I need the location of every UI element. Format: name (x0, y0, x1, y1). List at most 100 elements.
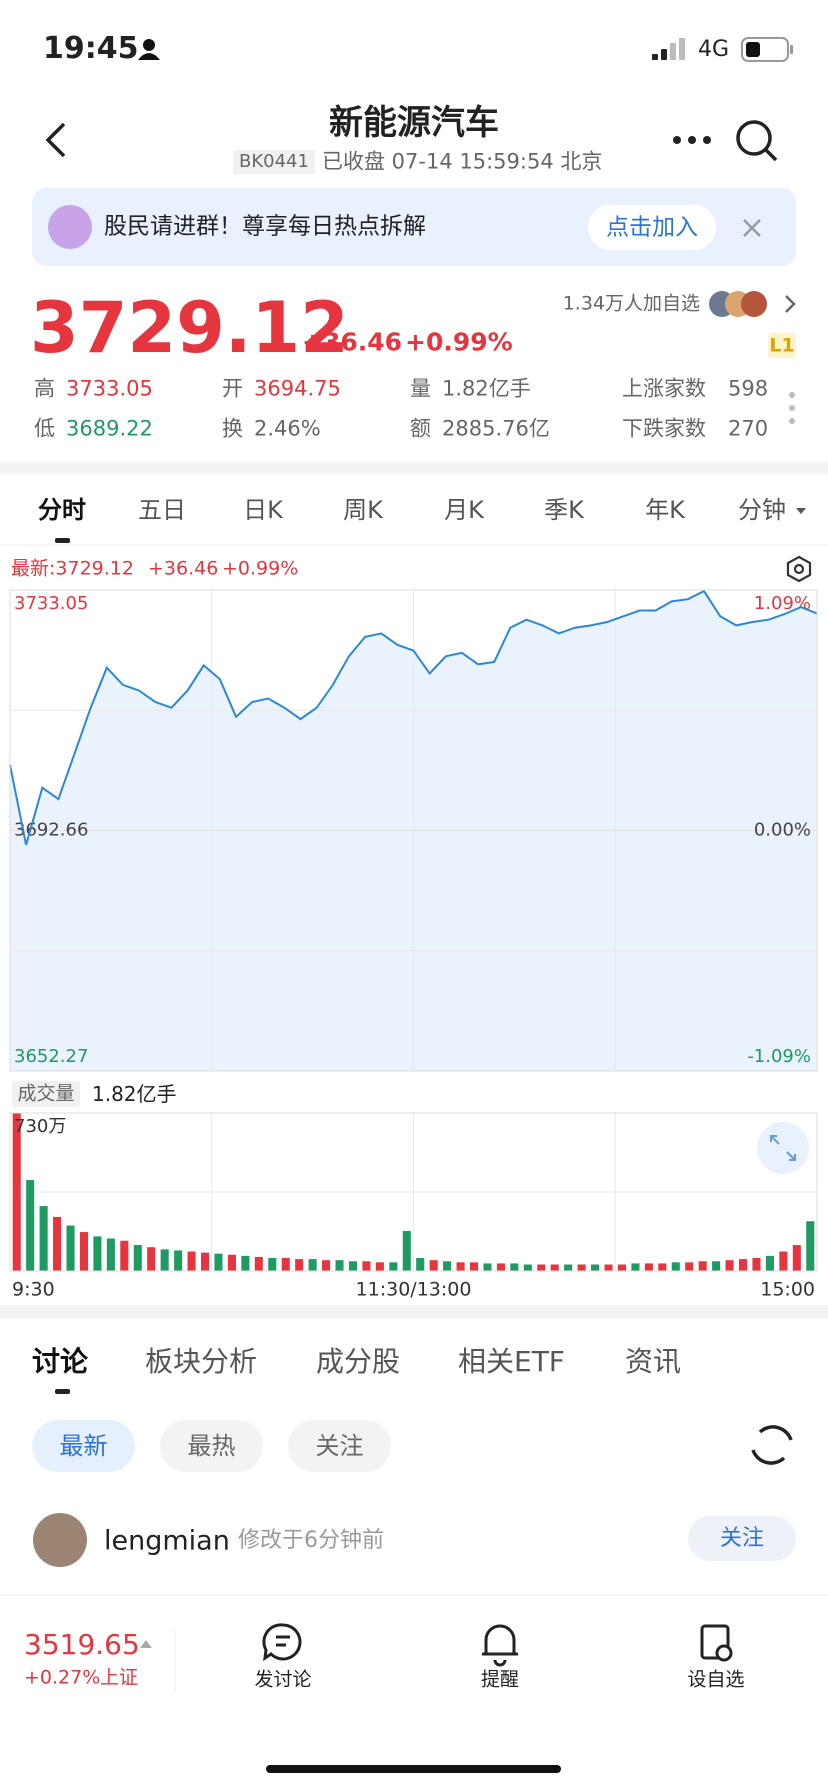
volume-bar (617, 1264, 627, 1271)
volume-bar (429, 1260, 438, 1271)
stat-value: 3733.05 (66, 376, 153, 401)
volume-bar (443, 1261, 452, 1271)
join-button[interactable]: 点击加入 (606, 214, 698, 241)
level-badge (768, 333, 796, 358)
stats-more[interactable] (789, 392, 795, 424)
expand-button[interactable] (757, 1122, 809, 1174)
stat-label: 换 (222, 416, 243, 441)
expand-icon (770, 1135, 796, 1161)
alert-icon[interactable] (482, 1624, 518, 1667)
watchlist-icon[interactable] (700, 1624, 733, 1662)
chart-tab[interactable]: 日K (243, 496, 283, 524)
battery-icon (741, 37, 793, 62)
action-label[interactable]: 设自选 (687, 1668, 745, 1691)
volume-bar (591, 1264, 600, 1271)
user-avatar[interactable] (33, 1513, 87, 1567)
stat-label: 上涨家数 (622, 376, 706, 401)
banner-avatar (48, 205, 92, 249)
volume-bar (227, 1254, 236, 1271)
chart-tab[interactable]: 分时 (38, 496, 86, 524)
index-name: 上证 (100, 1666, 139, 1689)
join-button-bg[interactable] (588, 205, 716, 250)
status-network: 4G (698, 37, 730, 62)
divider-band (0, 1305, 828, 1318)
volume-bar (295, 1259, 304, 1271)
stat-label: 下跌家数 (622, 416, 706, 441)
volume-bar (416, 1258, 425, 1271)
refresh-button[interactable] (751, 1425, 793, 1465)
filter-pill[interactable] (32, 1420, 135, 1472)
stat-label: 开 (222, 376, 243, 401)
follow-button-bg[interactable] (688, 1516, 796, 1561)
index-value[interactable]: 3519.65 (24, 1628, 140, 1661)
x-tick-label: 9:30 (12, 1279, 55, 1301)
volume-bar (187, 1251, 196, 1271)
section-tab[interactable]: 相关ETF (458, 1345, 565, 1378)
section-tab[interactable]: 板块分析 (145, 1345, 258, 1378)
filter-pill[interactable] (160, 1420, 263, 1472)
action-label[interactable]: 提醒 (480, 1668, 519, 1691)
y-tick-label: 3733.05 (14, 593, 88, 614)
section-tab[interactable]: 讨论 (32, 1345, 89, 1378)
volume-bar (510, 1263, 519, 1271)
status-time: 19:45 (43, 31, 139, 66)
filter[interactable]: 关注 (315, 1432, 364, 1460)
filter[interactable]: 最热 (187, 1432, 236, 1460)
volume-bar (106, 1238, 115, 1271)
section-tab[interactable]: 成分股 (316, 1345, 401, 1378)
volume-bar (120, 1240, 129, 1271)
volume-bar (738, 1259, 748, 1271)
volume-bar (644, 1263, 653, 1271)
y-tick-label: 730万 (14, 1116, 66, 1137)
volume-bar (671, 1262, 680, 1271)
y2-tick-label: -1.09% (747, 1046, 811, 1067)
filter[interactable]: 最新 (59, 1432, 108, 1460)
chart-tab[interactable]: 周K (343, 496, 383, 524)
close-button[interactable] (743, 219, 761, 237)
volume-bar (685, 1262, 694, 1271)
chart-tab[interactable]: 年K (645, 496, 685, 524)
chart-tab[interactable]: 月K (444, 496, 484, 524)
volume-bar (66, 1225, 75, 1271)
discuss-icon[interactable] (262, 1623, 302, 1662)
volume-label-bg (12, 1081, 80, 1107)
sector-code: BK0441 (233, 150, 315, 174)
market-status: 已收盘 07-14 15:59:54 北京 (322, 149, 603, 174)
stat-label: 量 (410, 376, 431, 401)
volume-bar (564, 1264, 573, 1271)
volume-value: 1.82亿手 (92, 1082, 177, 1106)
follow-button[interactable]: 关注 (719, 1526, 764, 1551)
watchers-arrow[interactable] (785, 295, 796, 313)
settings-button[interactable] (786, 555, 812, 583)
search-button[interactable] (736, 120, 778, 162)
volume-bar (631, 1263, 640, 1271)
volume-bar (53, 1216, 62, 1271)
post-user[interactable]: lengmian (104, 1525, 230, 1557)
stat-value: 2885.76亿 (442, 416, 550, 441)
more-button[interactable] (673, 136, 711, 144)
volume-bar (160, 1249, 169, 1271)
section-tab[interactable]: 资讯 (625, 1345, 682, 1378)
chart-tab[interactable]: 五日 (138, 496, 186, 524)
x-tick-label: 15:00 (760, 1279, 815, 1301)
y2-tick-label: 1.09% (754, 593, 811, 614)
index-change: +0.27% (24, 1666, 101, 1689)
post-time: 修改于6分钟前 (238, 1528, 384, 1553)
latest-change: +36.46 (148, 557, 219, 580)
volume-bar (658, 1263, 667, 1271)
filter-pill[interactable] (288, 1420, 391, 1472)
chart-tab[interactable]: 分钟 (738, 496, 786, 524)
price-change: +36.46 (302, 327, 403, 357)
volume-bar (806, 1221, 815, 1271)
volume-bar (402, 1230, 411, 1271)
chart-tab[interactable]: 季K (544, 496, 584, 524)
stat-value: 598 (728, 376, 769, 401)
stat-value: 1.82亿手 (442, 376, 531, 401)
volume-bar (200, 1252, 210, 1271)
back-button[interactable] (45, 122, 66, 158)
volume-bar (456, 1262, 465, 1271)
volume-bar (752, 1258, 761, 1271)
watchers[interactable]: 1.34万人加自选 (562, 292, 700, 315)
action-label[interactable]: 发讨论 (254, 1668, 312, 1691)
